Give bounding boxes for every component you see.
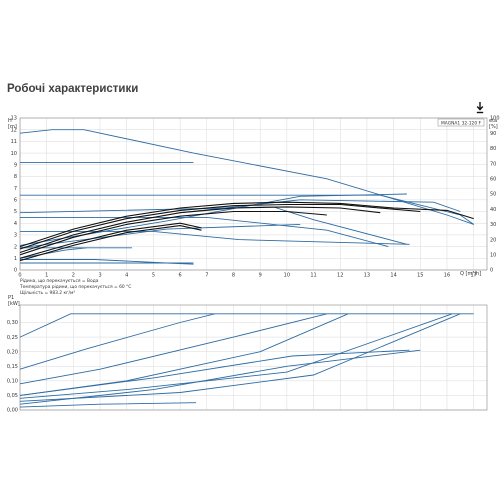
y-tick-label: 12 [11, 127, 17, 133]
series-line [19, 203, 421, 250]
y-tick-label: 6 [14, 198, 17, 204]
series-line [180, 199, 461, 214]
y-tick-label: 2 [14, 244, 17, 250]
right-tick-label: 60 [490, 177, 496, 183]
series-line [19, 313, 215, 370]
legend-box [437, 118, 485, 127]
top-right-unit-bracket: [%] [489, 124, 498, 130]
bottom-chart-frame [19, 304, 488, 411]
x-tick-label: 4 [125, 273, 128, 279]
legend-label: MAGNA1 32-120 F [441, 120, 482, 126]
y-tick-label: 0,15 [7, 364, 18, 370]
series-line [20, 216, 389, 248]
bottom-chart-grid [19, 305, 487, 411]
y-tick-label: 0,00 [7, 408, 18, 414]
y-tick-label: 0,25 [7, 335, 18, 341]
y-tick-label: 7 [14, 186, 17, 192]
top-right-ticks: 0 10 20 30 40 50 60 70 80 90 100 [490, 116, 500, 274]
x-tick-label: 5 [152, 273, 155, 279]
top-chart-frame [19, 117, 488, 271]
series-line [19, 201, 474, 248]
x-tick-label: 2 [72, 273, 75, 279]
right-tick-label: 100 [490, 116, 500, 122]
note-density: Щільність = 983.2 кг/м³ [20, 290, 75, 296]
series-line [19, 349, 421, 405]
y-tick-label: 8 [14, 174, 17, 180]
right-tick-label: 0 [490, 268, 493, 274]
x-tick-label: 7 [205, 273, 208, 279]
series-line [20, 194, 474, 225]
page-title: Робочі характеристики [7, 83, 139, 95]
bottom-y-unit-bracket: [kW] [8, 301, 20, 307]
x-tick-label: 17 [470, 273, 476, 279]
series-line [19, 193, 407, 246]
series-line [19, 225, 202, 262]
x-tick-label: 15 [417, 273, 423, 279]
y-tick-label: 0 [14, 268, 17, 274]
bottom-series [19, 313, 474, 408]
x-tick-label: 3 [98, 273, 101, 279]
y-tick-label: 4 [14, 221, 17, 227]
series-line [19, 313, 474, 338]
right-tick-label: 70 [490, 161, 496, 167]
series-line [19, 129, 474, 225]
right-tick-label: 80 [490, 146, 496, 152]
x-tick-label: 10 [284, 273, 290, 279]
series-line [19, 313, 461, 402]
series-line [19, 313, 328, 385]
x-tick-label: 12 [337, 273, 343, 279]
right-tick-label: 30 [490, 222, 496, 228]
bottom-y-ticks: 0,00 0,05 0,10 0,15 0,20 0,25 0,30 [7, 320, 18, 414]
series-line [20, 259, 194, 265]
y-tick-label: 10 [11, 151, 17, 157]
right-tick-label: 40 [490, 207, 496, 213]
series-line [19, 402, 197, 408]
y-tick-label: 0,30 [7, 320, 18, 326]
top-right-unit: eta [489, 118, 497, 124]
x-tick-label: 0 [18, 273, 21, 279]
series-line [19, 206, 408, 245]
top-y-unit: H [8, 118, 12, 124]
series-line [19, 349, 410, 396]
top-series [19, 129, 474, 265]
y-tick-label: 0,10 [7, 379, 18, 385]
x-tick-label: 13 [364, 273, 370, 279]
download-arrow-icon[interactable] [476, 101, 484, 115]
top-x-label: Q [m³/h] [460, 271, 481, 277]
right-tick-label: 90 [490, 131, 496, 137]
series-line [19, 313, 453, 399]
x-tick-label: 14 [390, 273, 396, 279]
y-tick-label: 0,20 [7, 349, 18, 355]
x-tick-label: 1 [45, 273, 48, 279]
y-tick-label: 0,05 [7, 393, 18, 399]
x-tick-label: 11 [310, 273, 316, 279]
y-tick-label: 3 [14, 233, 17, 239]
right-tick-label: 10 [490, 253, 496, 259]
y-tick-label: 1 [14, 256, 17, 262]
x-tick-label: 16 [444, 273, 450, 279]
note-fluid: Рідина, що перекачується = Вода [20, 278, 99, 284]
series-line [19, 222, 202, 259]
right-tick-label: 50 [490, 192, 496, 198]
note-temperature: Температура рідини, що перекачується = 6… [19, 284, 131, 290]
x-tick-label: 6 [179, 273, 182, 279]
y-tick-label: 9 [14, 162, 17, 168]
series-line [19, 247, 87, 259]
x-tick-label: 9 [259, 273, 262, 279]
bottom-y-unit: P1 [8, 295, 14, 301]
top-chart-grid [19, 117, 487, 271]
series-line [19, 223, 301, 249]
top-y-unit-bracket: [m] [8, 124, 17, 130]
top-x-ticks: 0 1 2 3 4 5 6 7 8 9 10 11 12 13 14 15 16 17 [18, 273, 476, 279]
y-tick-label: 13 [11, 116, 17, 122]
x-tick-label: 8 [232, 273, 235, 279]
series-line [19, 206, 381, 254]
y-tick-label: 11 [11, 139, 17, 145]
right-tick-label: 20 [490, 237, 496, 243]
series-line [19, 210, 327, 256]
y-tick-label: 5 [14, 209, 17, 215]
